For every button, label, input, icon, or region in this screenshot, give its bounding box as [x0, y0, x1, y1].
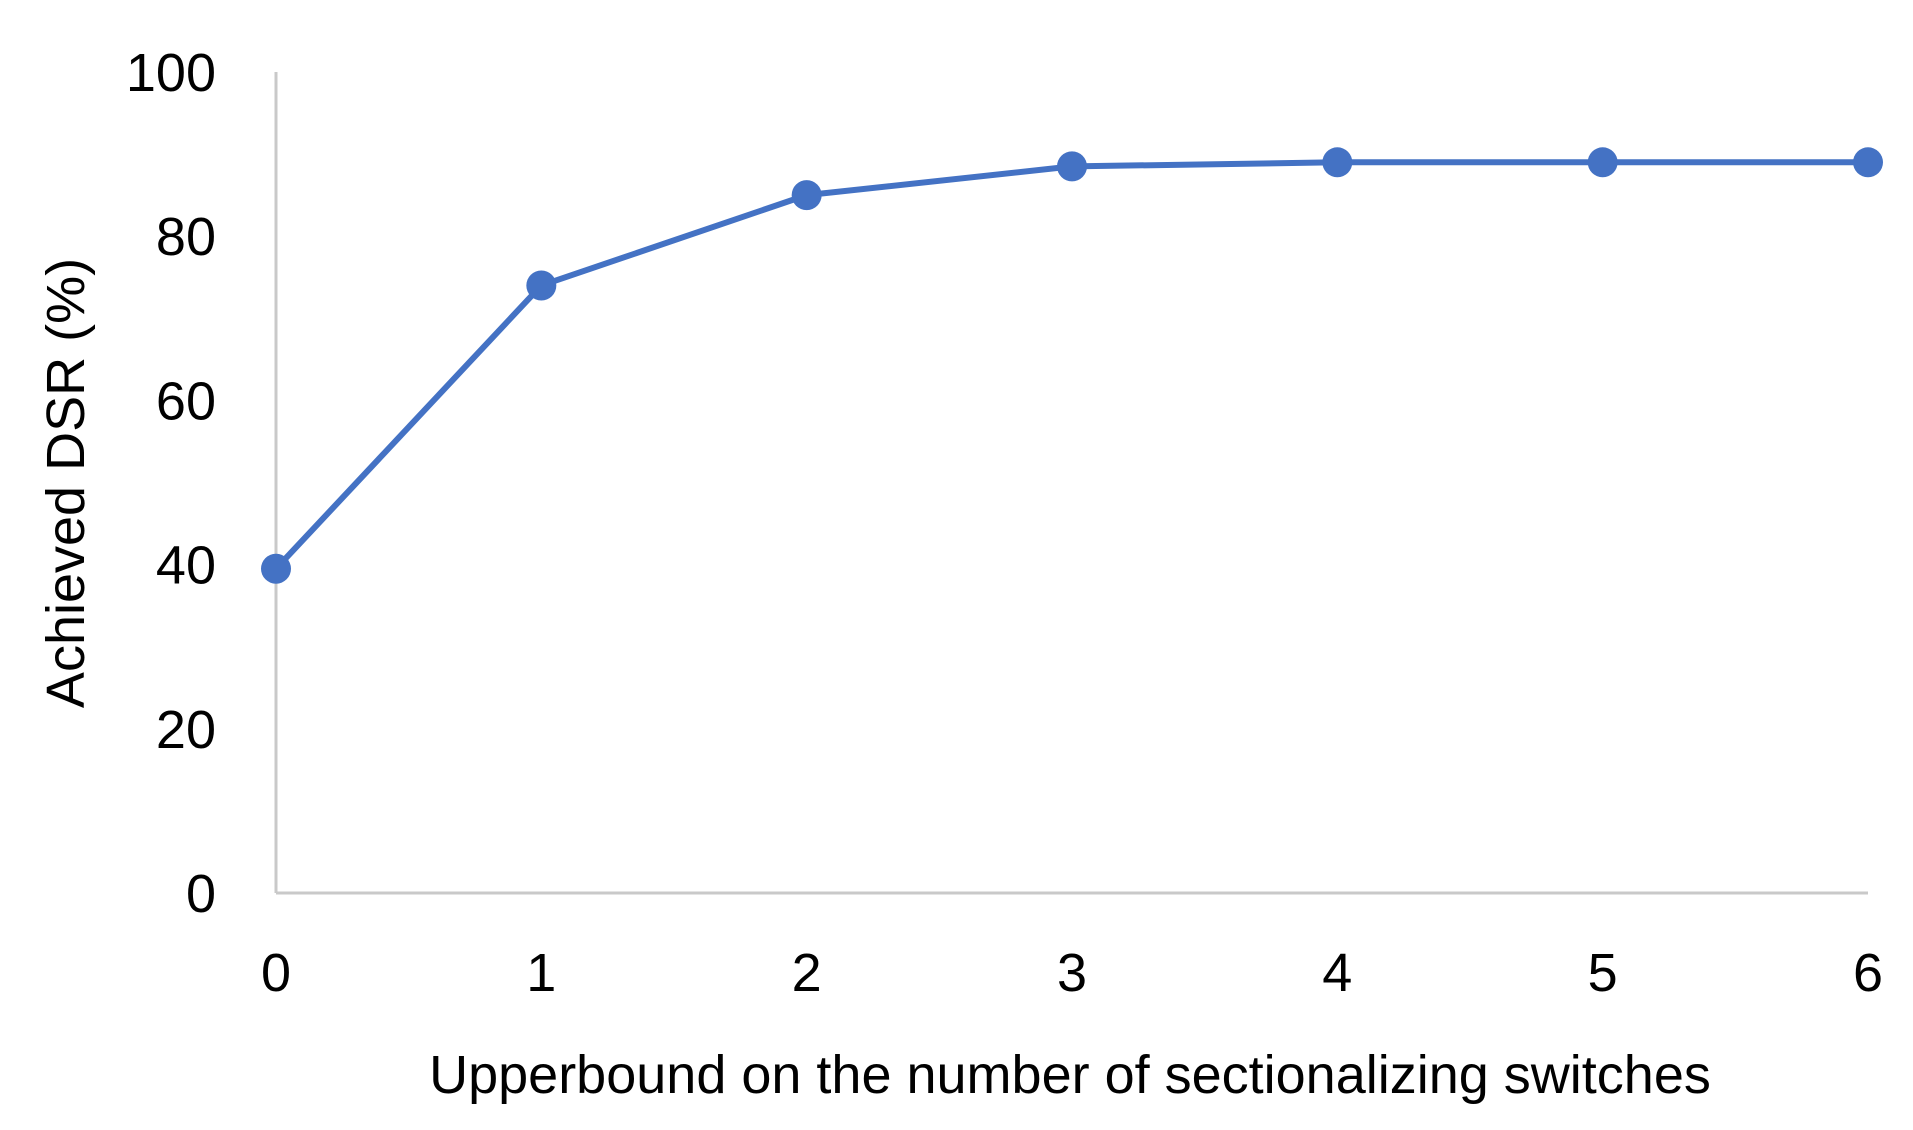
- x-tick-label: 1: [526, 943, 556, 1003]
- data-point: [1057, 151, 1087, 182]
- x-tick-label: 6: [1853, 943, 1883, 1003]
- y-tick-label: 60: [156, 371, 216, 431]
- data-point: [791, 180, 822, 211]
- series-layer: [261, 147, 1883, 584]
- x-tick-label: 4: [1322, 943, 1352, 1003]
- data-point: [1322, 147, 1353, 178]
- x-tick-label: 2: [792, 943, 822, 1003]
- x-tick-label: 5: [1588, 943, 1618, 1003]
- y-tick-label: 20: [156, 700, 216, 760]
- x-axis-title: Upperbound on the number of sectionalizi…: [429, 1045, 1711, 1105]
- data-point: [1587, 147, 1618, 178]
- data-point: [261, 553, 291, 584]
- data-point: [1853, 147, 1883, 178]
- x-tick-label: 3: [1057, 943, 1087, 1003]
- axes: [274, 72, 1868, 895]
- tick-labels: 0 20 40 60 80 100 0 1 2 3 4 5 6: [126, 43, 1883, 1003]
- y-tick-label: 100: [126, 43, 216, 103]
- y-tick-label: 0: [186, 864, 216, 924]
- y-axis-title: Achieved DSR (%): [36, 258, 96, 708]
- x-tick-label: 0: [261, 943, 291, 1003]
- y-tick-label: 40: [156, 536, 216, 596]
- data-point: [526, 270, 557, 301]
- y-tick-label: 80: [156, 207, 216, 267]
- series-line: [273, 159, 1871, 572]
